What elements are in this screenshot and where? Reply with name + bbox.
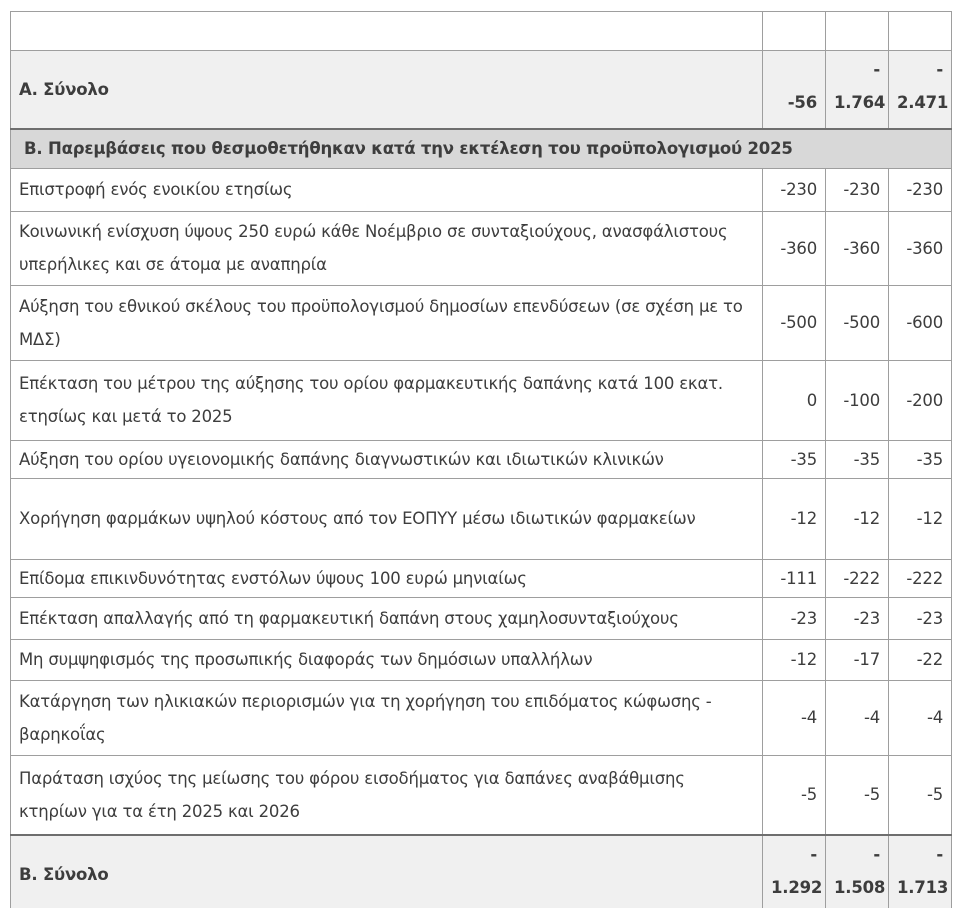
- table-row: Επίδομα επικινδυνότητας ενστόλων ύψους 1…: [10, 558, 952, 598]
- section-b-header-row: Β. Παρεμβάσεις που θεσμοθετήθηκαν κατά τ…: [10, 128, 952, 169]
- measure-label: Αύξηση του ορίου υγειονομικής δαπάνης δι…: [10, 439, 763, 479]
- total-a-value-3: - 2.471: [888, 50, 952, 130]
- table-row: Κατάργηση των ηλικιακών περιορισμών για …: [10, 679, 952, 756]
- measure-label: Μη συμψηφισμός της προσωπικής διαφοράς τ…: [10, 638, 763, 681]
- measure-value-3: -4: [888, 679, 952, 756]
- measure-value-2: -222: [825, 558, 889, 598]
- total-a-row: Α. Σύνολο -56 - 1.764 - 2.471: [10, 50, 952, 130]
- measure-value-1: -360: [762, 210, 826, 286]
- table-row: Κοινωνική ενίσχυση ύψους 250 ευρώ κάθε Ν…: [10, 210, 952, 286]
- measure-value-2: -100: [825, 359, 889, 441]
- measure-value-3: -12: [888, 477, 952, 560]
- measure-value-3: -35: [888, 439, 952, 479]
- empty-header-label-cell: [10, 11, 763, 51]
- measure-value-3: -230: [888, 167, 952, 212]
- total-a-label: Α. Σύνολο: [10, 50, 763, 130]
- empty-header-value-cell-1: [762, 11, 826, 51]
- table-row: Αύξηση του ορίου υγειονομικής δαπάνης δι…: [10, 439, 952, 479]
- table-row: Αύξηση του εθνικού σκέλους του προϋπολογ…: [10, 284, 952, 361]
- table-row: Χορήγηση φαρμάκων υψηλού κόστους από τον…: [10, 477, 952, 560]
- total-b-value-2: - 1.508: [825, 834, 889, 908]
- total-b-row: Β. Σύνολο - 1.292 - 1.508 - 1.713: [10, 834, 952, 908]
- measure-label: Επέκταση απαλλαγής από τη φαρμακευτική δ…: [10, 596, 763, 640]
- measure-value-3: -23: [888, 596, 952, 640]
- measure-label: Παράταση ισχύος της μείωσης του φόρου ει…: [10, 754, 763, 836]
- measure-label: Αύξηση του εθνικού σκέλους του προϋπολογ…: [10, 284, 763, 361]
- measure-value-3: -600: [888, 284, 952, 361]
- empty-header-value-cell-2: [825, 11, 889, 51]
- measure-value-3: -222: [888, 558, 952, 598]
- measure-value-1: -35: [762, 439, 826, 479]
- measure-value-1: -230: [762, 167, 826, 212]
- measure-value-1: -500: [762, 284, 826, 361]
- measure-value-1: -4: [762, 679, 826, 756]
- table-row: Μη συμψηφισμός της προσωπικής διαφοράς τ…: [10, 638, 952, 681]
- empty-header-row: [10, 11, 952, 51]
- measure-label: Κοινωνική ενίσχυση ύψους 250 ευρώ κάθε Ν…: [10, 210, 763, 286]
- total-a-value-2: - 1.764: [825, 50, 889, 130]
- measure-value-2: -12: [825, 477, 889, 560]
- measure-value-3: -5: [888, 754, 952, 836]
- measure-label: Επίδομα επικινδυνότητας ενστόλων ύψους 1…: [10, 558, 763, 598]
- measure-value-2: -35: [825, 439, 889, 479]
- measure-value-1: 0: [762, 359, 826, 441]
- table-row: Επιστροφή ενός ενοικίου ετησίως -230 -23…: [10, 167, 952, 212]
- measure-value-1: -12: [762, 638, 826, 681]
- section-b-title: Β. Παρεμβάσεις που θεσμοθετήθηκαν κατά τ…: [10, 128, 952, 169]
- measure-value-1: -111: [762, 558, 826, 598]
- measure-value-2: -23: [825, 596, 889, 640]
- measure-value-1: -12: [762, 477, 826, 560]
- table-row: Παράταση ισχύος της μείωσης του φόρου ει…: [10, 754, 952, 836]
- measure-value-3: -200: [888, 359, 952, 441]
- total-b-label: Β. Σύνολο: [10, 834, 763, 908]
- measure-value-1: -5: [762, 754, 826, 836]
- table-row: Επέκταση του μέτρου της αύξησης του ορίο…: [10, 359, 952, 441]
- total-b-value-3: - 1.713: [888, 834, 952, 908]
- empty-header-value-cell-3: [888, 11, 952, 51]
- total-a-value-1: -56: [762, 50, 826, 130]
- total-b-value-1: - 1.292: [762, 834, 826, 908]
- measure-label: Χορήγηση φαρμάκων υψηλού κόστους από τον…: [10, 477, 763, 560]
- measure-value-2: -4: [825, 679, 889, 756]
- measure-value-2: -17: [825, 638, 889, 681]
- measure-label: Κατάργηση των ηλικιακών περιορισμών για …: [10, 679, 763, 756]
- measure-value-2: -360: [825, 210, 889, 286]
- measure-value-3: -22: [888, 638, 952, 681]
- budget-measures-table: Α. Σύνολο -56 - 1.764 - 2.471 Β. Παρεμβά…: [10, 11, 952, 908]
- measure-label: Επέκταση του μέτρου της αύξησης του ορίο…: [10, 359, 763, 441]
- measure-value-2: -230: [825, 167, 889, 212]
- measure-value-2: -5: [825, 754, 889, 836]
- measure-label: Επιστροφή ενός ενοικίου ετησίως: [10, 167, 763, 212]
- measure-value-2: -500: [825, 284, 889, 361]
- measure-value-3: -360: [888, 210, 952, 286]
- measure-value-1: -23: [762, 596, 826, 640]
- table-row: Επέκταση απαλλαγής από τη φαρμακευτική δ…: [10, 596, 952, 640]
